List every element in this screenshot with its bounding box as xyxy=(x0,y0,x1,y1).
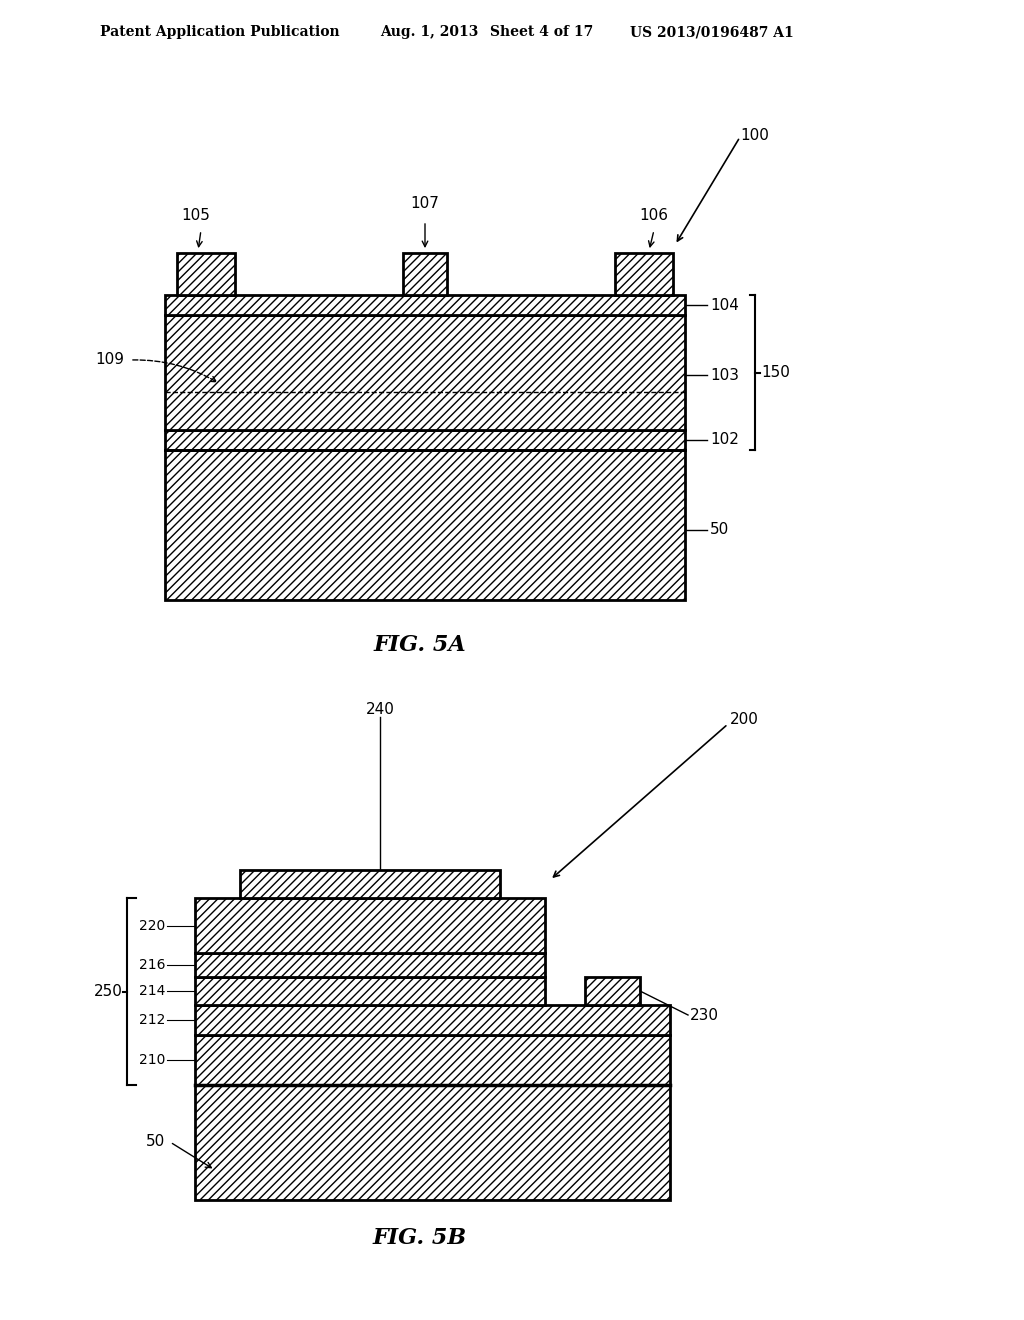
Text: 106: 106 xyxy=(640,207,669,223)
Text: 109: 109 xyxy=(95,352,124,367)
Bar xyxy=(195,898,545,953)
Text: Aug. 1, 2013: Aug. 1, 2013 xyxy=(380,25,478,40)
Bar xyxy=(195,953,545,977)
Text: 240: 240 xyxy=(366,702,394,718)
Text: Sheet 4 of 17: Sheet 4 of 17 xyxy=(490,25,593,40)
Bar xyxy=(615,253,673,294)
Bar xyxy=(403,253,447,294)
Text: 103: 103 xyxy=(710,367,739,383)
Text: 50: 50 xyxy=(710,523,729,537)
Text: 200: 200 xyxy=(730,713,759,727)
Text: 220: 220 xyxy=(138,919,165,933)
Text: 102: 102 xyxy=(710,433,739,447)
Text: 250: 250 xyxy=(94,983,123,999)
Text: 100: 100 xyxy=(740,128,769,143)
Bar xyxy=(585,977,640,1005)
Text: 150: 150 xyxy=(761,366,790,380)
Bar xyxy=(177,253,234,294)
Bar xyxy=(165,315,685,430)
Text: 107: 107 xyxy=(411,195,439,210)
Bar xyxy=(195,1035,670,1085)
Text: 216: 216 xyxy=(138,958,165,972)
Text: FIG. 5B: FIG. 5B xyxy=(373,1228,467,1249)
Text: 50: 50 xyxy=(145,1134,165,1150)
Bar xyxy=(195,977,545,1005)
Bar xyxy=(240,870,500,898)
Bar xyxy=(195,1005,670,1035)
Bar xyxy=(165,450,685,601)
Text: FIG. 5A: FIG. 5A xyxy=(374,634,466,656)
Text: 210: 210 xyxy=(138,1053,165,1067)
Text: 214: 214 xyxy=(138,983,165,998)
Text: 230: 230 xyxy=(690,1007,719,1023)
Text: 105: 105 xyxy=(181,207,211,223)
Bar xyxy=(165,430,685,450)
Text: US 2013/0196487 A1: US 2013/0196487 A1 xyxy=(630,25,794,40)
Bar xyxy=(165,294,685,315)
Bar xyxy=(195,1085,670,1200)
Text: Patent Application Publication: Patent Application Publication xyxy=(100,25,340,40)
Text: 104: 104 xyxy=(710,297,739,313)
Text: 212: 212 xyxy=(138,1012,165,1027)
